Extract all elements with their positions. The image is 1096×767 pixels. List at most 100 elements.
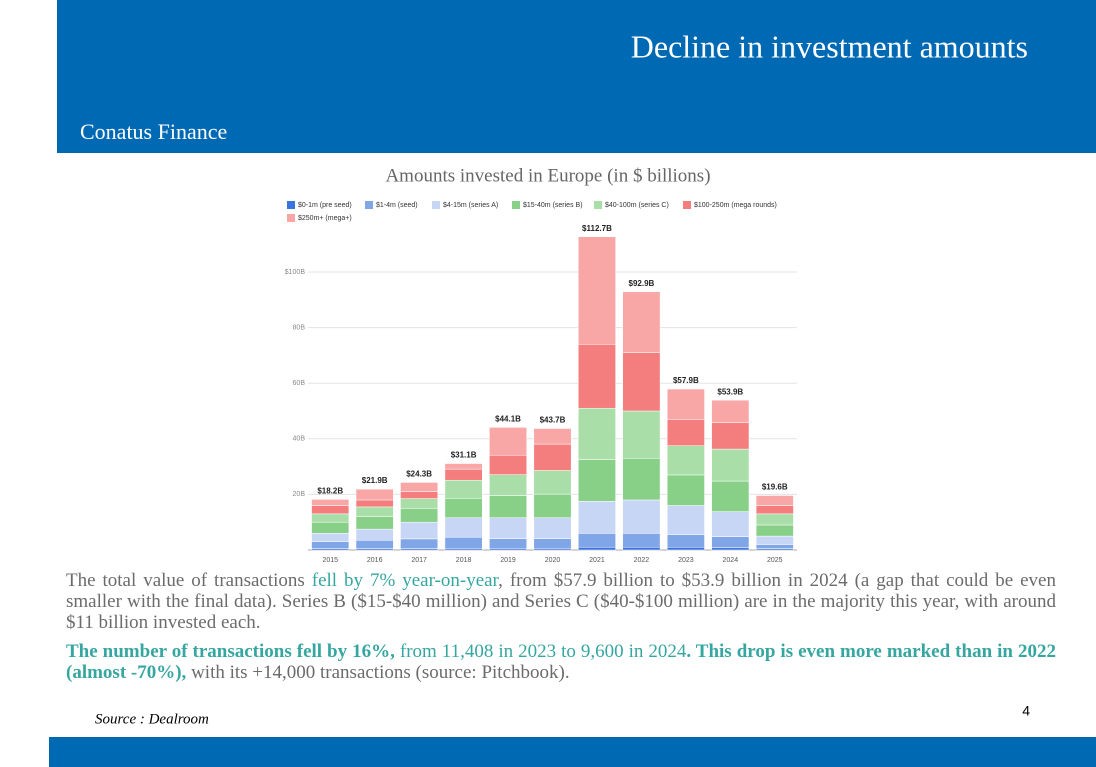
- bar-segment: [711, 422, 750, 450]
- total-label: $21.9B: [362, 476, 388, 485]
- bar-segment: [355, 516, 394, 530]
- bar-segment: [489, 548, 527, 551]
- bar-segment: [533, 493, 572, 519]
- bar-segment: [311, 541, 350, 549]
- bar-segment: [666, 546, 705, 551]
- legend-label: $0-1m (pre seed): [298, 202, 352, 209]
- header-band: [57, 0, 1096, 153]
- bar-segment: [311, 521, 350, 534]
- bar-segment: [400, 508, 439, 523]
- legend-swatch: [594, 201, 602, 209]
- total-label: $53.9B: [717, 387, 743, 396]
- bar-segment: [533, 443, 572, 471]
- legend-label: $1-4m (seed): [376, 202, 418, 209]
- bar-segment: [400, 491, 439, 499]
- bar-segment: [489, 454, 527, 475]
- x-tick-label: 2023: [678, 557, 694, 564]
- source: Source : Dealroom: [95, 711, 209, 727]
- bar-segment: [755, 505, 794, 515]
- total-label: $57.9B: [673, 376, 699, 385]
- bar-segment: [400, 521, 439, 540]
- y-tick-label: 80B: [293, 324, 306, 331]
- bar-segment: [533, 548, 572, 551]
- bar-segment: [578, 407, 616, 460]
- bar-segment: [666, 505, 705, 535]
- bar-segment: [578, 344, 616, 409]
- bar-segment: [755, 513, 794, 526]
- bar-segment: [666, 419, 705, 446]
- highlight: The number of transactions fell by 16%,: [66, 641, 395, 662]
- bar-segment: [533, 428, 572, 445]
- bar-segment: [489, 517, 527, 539]
- bar-segment: [622, 458, 661, 501]
- x-tick-label: 2018: [456, 557, 472, 564]
- highlight: from 11,408 in 2023 to 9,600 in 2024: [394, 641, 687, 662]
- bar-segment: [755, 544, 794, 549]
- x-tick-label: 2021: [589, 557, 605, 564]
- text: , from $57.9 billion to $53.9 billion in…: [66, 570, 1056, 633]
- highlight: . This drop is even more marked than in …: [66, 641, 1056, 683]
- bar-segment: [400, 498, 439, 509]
- bar-segment: [311, 513, 350, 523]
- page-number: 4: [1022, 703, 1030, 719]
- total-label: $19.6B: [762, 483, 788, 492]
- bar-segment: [622, 546, 661, 551]
- total-label: $43.7B: [540, 416, 566, 425]
- legend-swatch: [432, 201, 440, 209]
- chart-title: Amounts invested in Europe (in $ billion…: [385, 165, 710, 186]
- bar-segment: [622, 410, 661, 459]
- bar-segment: [355, 499, 394, 508]
- text: with its +14,000 transactions (source: P…: [186, 662, 570, 683]
- bar-segment: [666, 534, 705, 548]
- x-tick-label: 2017: [411, 557, 427, 564]
- bar-segment: [578, 533, 616, 548]
- bar-segment: [444, 548, 483, 551]
- bar-segment: [533, 470, 572, 495]
- bar-segment: [711, 547, 750, 551]
- bar-segment: [400, 482, 439, 492]
- bar-segment: [622, 499, 661, 534]
- bar-segment: [533, 538, 572, 549]
- bar-segment: [311, 505, 350, 515]
- bar-segment: [578, 459, 616, 502]
- x-tick-label: 2016: [367, 557, 383, 564]
- brand: Conatus Finance: [80, 119, 227, 144]
- bar-segment: [711, 480, 750, 512]
- bar-segment: [355, 488, 394, 501]
- legend-label: $15-40m (series B): [523, 202, 583, 209]
- bar-segment: [711, 399, 750, 423]
- bar-segment: [489, 495, 527, 519]
- bar-segment: [444, 517, 483, 538]
- bar-segment: [711, 536, 750, 549]
- paragraph: The total value of transactions fell by …: [66, 570, 1056, 633]
- bar-segment: [489, 427, 527, 456]
- x-tick-label: 2015: [322, 557, 338, 564]
- bar-segment: [755, 524, 794, 537]
- total-label: $92.9B: [629, 279, 655, 288]
- slide-title: Decline in investment amounts: [631, 28, 1028, 64]
- legend-swatch: [287, 201, 295, 209]
- bar-segment: [355, 506, 394, 517]
- y-tick-label: 60B: [293, 380, 306, 387]
- footer-band: [49, 737, 1096, 767]
- x-tick-label: 2019: [500, 557, 516, 564]
- bar-segment: [622, 291, 661, 353]
- legend-swatch: [512, 201, 520, 209]
- total-label: $112.7B: [582, 224, 612, 233]
- bar-segment: [578, 236, 616, 345]
- body-text: The total value of transactions fell by …: [66, 570, 1056, 691]
- legend-swatch: [365, 201, 373, 209]
- y-tick-label: 20B: [293, 491, 306, 498]
- total-label: $24.3B: [406, 470, 432, 479]
- bar-segment: [578, 501, 616, 534]
- x-tick-label: 2024: [723, 557, 739, 564]
- total-label: $31.1B: [451, 451, 477, 460]
- bar-segment: [755, 535, 794, 545]
- bar-segment: [444, 463, 483, 470]
- y-tick-label: 40B: [293, 436, 306, 443]
- legend-label: $40-100m (series C): [605, 202, 669, 209]
- bar-segment: [666, 474, 705, 506]
- bar-segment: [444, 536, 483, 549]
